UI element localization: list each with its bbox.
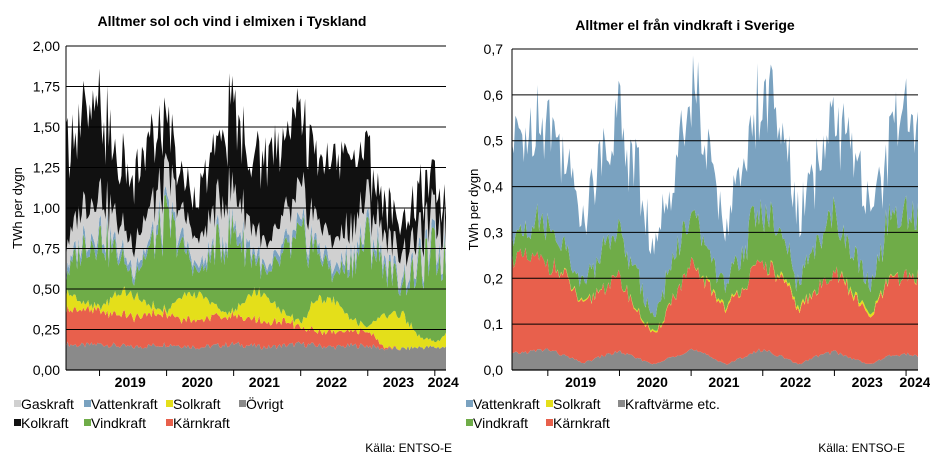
legend-swatch xyxy=(466,419,473,426)
x-tick-label: 2022 xyxy=(780,374,811,390)
y-tick-label: 1,25 xyxy=(33,160,60,176)
y-tick-label: 0,5 xyxy=(484,133,504,149)
y-tick-label: 0,2 xyxy=(484,270,504,286)
legend-label: Vattenkraft xyxy=(473,396,540,412)
legend-swatch xyxy=(546,400,553,407)
legend-label: Kolkraft xyxy=(21,415,69,431)
legend-swatch xyxy=(166,419,173,426)
legend: Vattenkraft Solkraft Kraftvärme etc. Vindkr… xyxy=(466,396,720,431)
x-tick-label: 2023 xyxy=(852,374,883,390)
chart-2: Alltmer el från vindkraft i Sverige 0,0 0,… xyxy=(466,17,930,455)
chart-title: Alltmer sol och vind i elmixen i Tysklan… xyxy=(98,13,367,29)
legend-swatch xyxy=(84,400,91,407)
x-tick-label: 2019 xyxy=(565,374,596,390)
legend-label: Vattenkraft xyxy=(91,396,158,412)
legend-swatch xyxy=(239,400,246,407)
y-tick-label: 0,7 xyxy=(484,41,504,57)
x-tick-label: 2021 xyxy=(249,374,280,390)
y-axis-label: TWh per dygn xyxy=(10,167,25,249)
area-vindkraft xyxy=(512,195,918,331)
legend-label: Övrigt xyxy=(246,395,283,412)
legend-label: Solkraft xyxy=(553,396,601,412)
y-tick-label: 0,00 xyxy=(33,362,60,378)
y-tick-label: 0,1 xyxy=(484,316,504,332)
area-kärnkraft xyxy=(66,305,446,351)
legend-swatch xyxy=(84,419,91,426)
legend-swatch xyxy=(466,400,473,407)
area-series-group xyxy=(66,68,446,370)
legend-label: Vindkraft xyxy=(91,415,146,431)
x-tick-label: 2021 xyxy=(708,374,739,390)
legend-label: Gaskraft xyxy=(21,396,74,412)
legend-swatch xyxy=(546,419,553,426)
x-tick-label: 2022 xyxy=(316,374,347,390)
legend-label: Kärnkraft xyxy=(173,415,230,431)
y-tick-label: 0,4 xyxy=(484,179,504,195)
y-tick-label: 0,3 xyxy=(484,224,504,240)
area-vattenkraft xyxy=(66,185,446,296)
y-tick-label: 1,50 xyxy=(33,119,60,135)
chart-title: Alltmer el från vindkraft i Sverige xyxy=(575,17,795,33)
area-vindkraft xyxy=(66,194,446,343)
legend-label: Vindkraft xyxy=(473,415,528,431)
legend-label: Solkraft xyxy=(173,396,221,412)
area-kraftvärme-etc- xyxy=(512,348,918,370)
x-tick-label: 2020 xyxy=(182,374,213,390)
area-solkraft xyxy=(66,286,446,351)
area-övrigt xyxy=(66,341,446,370)
y-tick-label: 0,50 xyxy=(33,281,60,297)
source-note: Källa: ENTSO-E xyxy=(365,441,452,455)
y-tick-label: 0,25 xyxy=(33,322,60,338)
chart-1: Alltmer sol och vind i elmixen i Tysklan… xyxy=(10,13,459,455)
legend-swatch xyxy=(14,419,21,426)
y-tick-label: 0,0 xyxy=(484,362,504,378)
x-tick-label: 2024 xyxy=(428,374,459,390)
y-tick-label: 0,6 xyxy=(484,87,504,103)
y-tick-label: 0,75 xyxy=(33,241,60,257)
legend-label: Kärnkraft xyxy=(553,415,610,431)
legend-swatch xyxy=(14,400,21,407)
x-tick-label: 2024 xyxy=(899,374,930,390)
area-series-group xyxy=(512,55,918,370)
legend: Gaskraft Vattenkraft Solkraft Övrigt Kolkraf… xyxy=(14,395,283,431)
y-tick-label: 2,00 xyxy=(33,38,60,54)
x-tick-label: 2020 xyxy=(637,374,668,390)
legend-swatch xyxy=(618,400,625,407)
area-kärnkraft xyxy=(512,247,918,365)
source-note: Källa: ENTSO-E xyxy=(818,441,905,455)
legend-swatch xyxy=(166,400,173,407)
y-tick-label: 1,00 xyxy=(33,200,60,216)
area-gaskraft xyxy=(66,152,446,290)
x-tick-label: 2019 xyxy=(115,374,146,390)
x-tick-label: 2023 xyxy=(383,374,414,390)
y-axis-label: TWh per dygn xyxy=(466,169,481,251)
y-tick-label: 1,75 xyxy=(33,79,60,95)
legend-label: Kraftvärme etc. xyxy=(625,396,720,412)
